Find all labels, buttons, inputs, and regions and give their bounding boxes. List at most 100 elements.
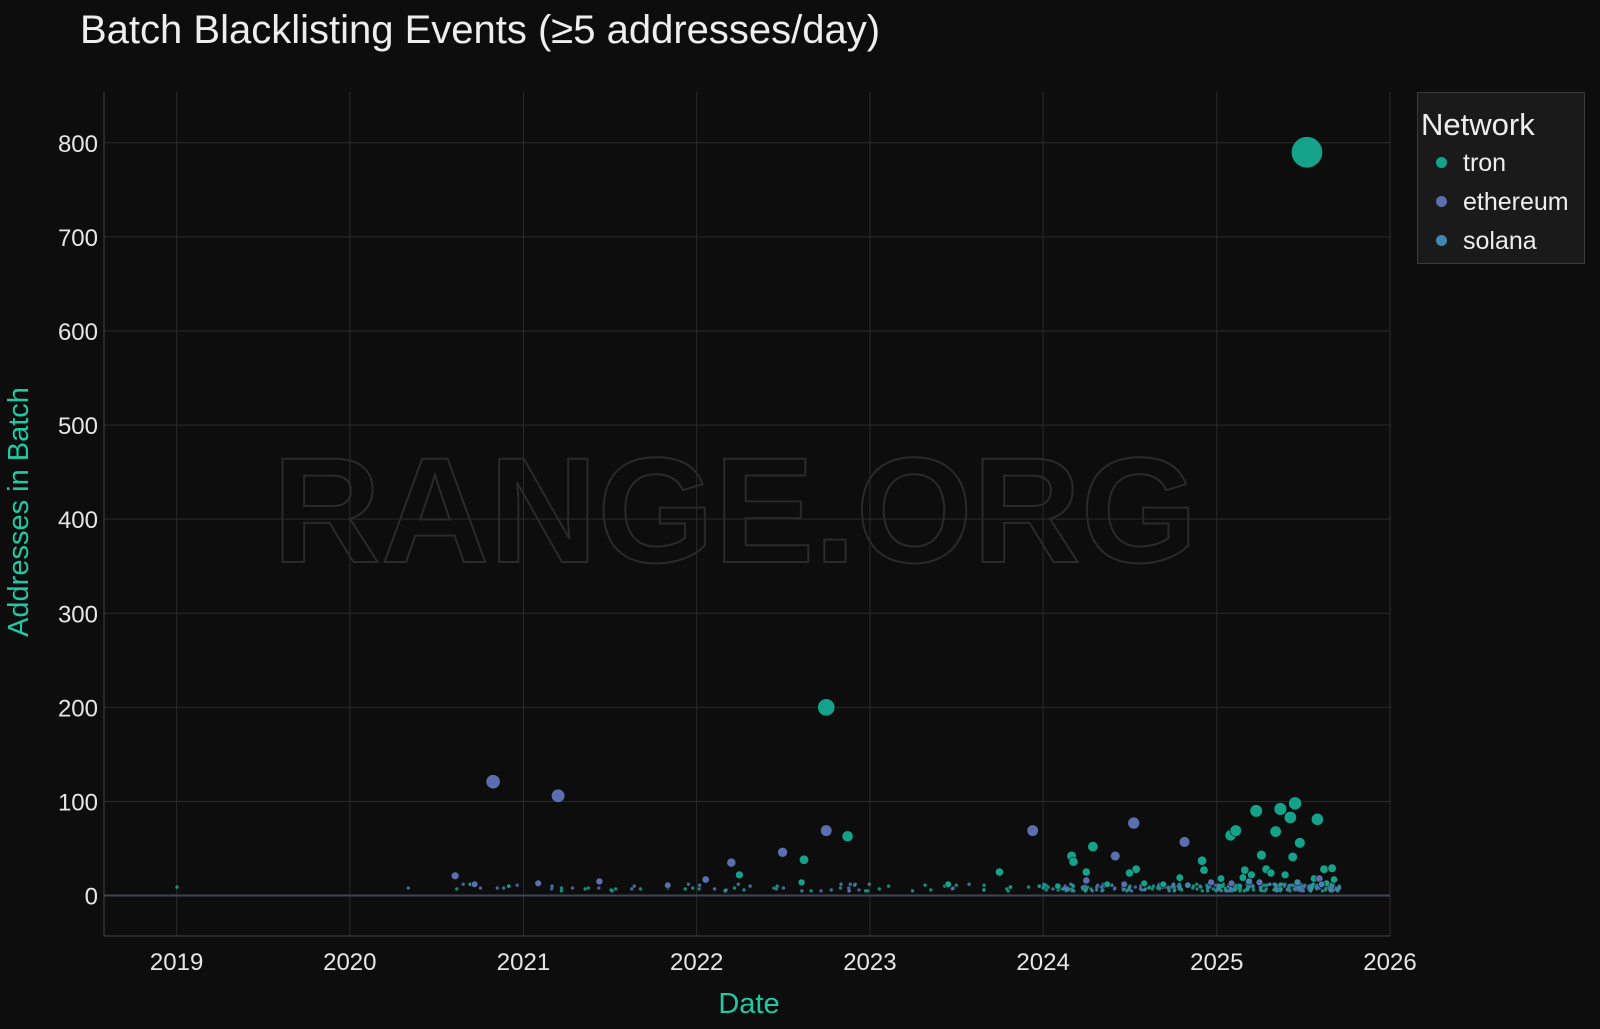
data-point-small xyxy=(838,886,843,890)
legend-item-ethereum[interactable]: ethereum xyxy=(1436,188,1569,217)
data-point-small xyxy=(857,888,861,892)
data-point-small xyxy=(1275,889,1279,893)
data-point-small xyxy=(732,886,737,890)
data-point-tron xyxy=(1197,855,1208,866)
data-point-small xyxy=(1288,889,1292,893)
data-point-ethereum xyxy=(820,824,833,837)
data-point-small xyxy=(549,887,554,891)
data-point-small xyxy=(1335,888,1339,892)
data-point-small xyxy=(697,883,702,887)
data-point-small xyxy=(1268,882,1272,886)
data-point-small xyxy=(1205,889,1210,893)
data-point-small xyxy=(1171,882,1176,886)
data-point-ethereum xyxy=(450,871,460,880)
data-point-small xyxy=(461,882,465,886)
data-point-small xyxy=(455,887,459,891)
data-point-small xyxy=(1279,887,1283,891)
data-point-small xyxy=(1156,884,1161,888)
data-point-tron xyxy=(995,867,1004,877)
y-tick-label: 300 xyxy=(58,601,98,628)
y-tick-label: 500 xyxy=(58,413,98,440)
data-point-ethereum xyxy=(485,774,501,790)
data-point-small xyxy=(1083,888,1087,892)
data-point-small xyxy=(886,884,891,888)
data-point-small xyxy=(1037,884,1042,888)
data-point-small xyxy=(1302,885,1306,889)
data-point-ethereum xyxy=(726,857,737,868)
legend-item-tron[interactable]: tron xyxy=(1436,149,1506,178)
data-point-small xyxy=(1133,885,1138,889)
data-point-ethereum xyxy=(1120,880,1128,888)
data-point-tron xyxy=(1310,812,1324,826)
data-point-solana xyxy=(1293,878,1302,887)
data-point-tron xyxy=(817,698,836,717)
data-points xyxy=(175,136,1342,893)
chart-title: Batch Blacklisting Events (≥5 addresses/… xyxy=(80,8,881,52)
data-point-small xyxy=(1233,888,1238,892)
data-point-small xyxy=(495,886,499,890)
data-point-small xyxy=(863,889,868,893)
data-point-small xyxy=(1173,888,1177,892)
data-point-small xyxy=(1331,888,1335,892)
data-point-small xyxy=(1293,888,1297,892)
data-point-small xyxy=(630,887,634,891)
data-point-small xyxy=(1191,884,1196,888)
data-point-small xyxy=(772,886,776,890)
watermark: RANGE.ORG xyxy=(272,426,1197,594)
data-point-small xyxy=(1071,884,1076,888)
legend-marker-tron xyxy=(1436,156,1447,168)
data-point-ethereum xyxy=(1082,876,1091,885)
legend: Network tron ethereum solana xyxy=(1417,92,1585,264)
x-tick-label: 2024 xyxy=(1016,949,1069,976)
data-point-small xyxy=(982,888,986,892)
data-point-small xyxy=(1310,885,1314,889)
data-point-small xyxy=(1283,882,1287,886)
data-point-small xyxy=(1217,887,1221,891)
legend-marker-ethereum xyxy=(1436,195,1447,207)
data-point-small xyxy=(550,884,554,888)
data-point-tron xyxy=(1087,841,1099,853)
data-point-small xyxy=(1200,889,1204,893)
data-point-small xyxy=(742,888,746,892)
data-point-small xyxy=(501,886,506,890)
data-point-small xyxy=(954,883,959,887)
data-point-small xyxy=(1263,889,1267,893)
data-point-small xyxy=(1238,884,1243,888)
data-point-small xyxy=(1100,889,1104,893)
grid xyxy=(104,92,1391,936)
data-point-small xyxy=(638,887,643,891)
data-point-solana xyxy=(1184,881,1192,889)
data-point-small xyxy=(1328,888,1333,892)
data-point-small xyxy=(1217,883,1222,887)
data-point-small xyxy=(697,887,701,891)
y-tick-label: 200 xyxy=(58,695,98,722)
data-point-small xyxy=(1242,889,1246,893)
data-point-small xyxy=(1320,889,1325,893)
data-point-small xyxy=(1110,883,1114,887)
data-point-small xyxy=(559,889,564,893)
data-point-small xyxy=(1128,884,1132,888)
data-point-small xyxy=(839,882,843,886)
data-point-small xyxy=(809,889,813,893)
data-point-tron xyxy=(1054,882,1062,890)
data-point-ethereum xyxy=(664,881,672,889)
data-point-tron xyxy=(1068,856,1079,867)
data-point-tron xyxy=(1081,867,1091,877)
axes xyxy=(103,92,1390,937)
data-point-small xyxy=(1213,883,1218,887)
data-point-tron xyxy=(1269,825,1282,838)
x-tick-label: 2021 xyxy=(497,949,550,976)
x-tick-label: 2025 xyxy=(1190,949,1243,976)
data-point-small xyxy=(1138,887,1143,891)
data-point-small xyxy=(1125,889,1129,893)
data-point-small xyxy=(819,889,823,893)
data-point-tron xyxy=(735,870,744,880)
legend-item-solana[interactable]: solana xyxy=(1436,227,1537,256)
data-point-small xyxy=(1331,884,1335,888)
data-point-small xyxy=(1307,888,1312,892)
data-point-small xyxy=(1337,884,1342,888)
data-point-tron xyxy=(1294,837,1306,849)
data-point-small xyxy=(1311,882,1316,886)
data-point-tron xyxy=(1159,880,1167,888)
